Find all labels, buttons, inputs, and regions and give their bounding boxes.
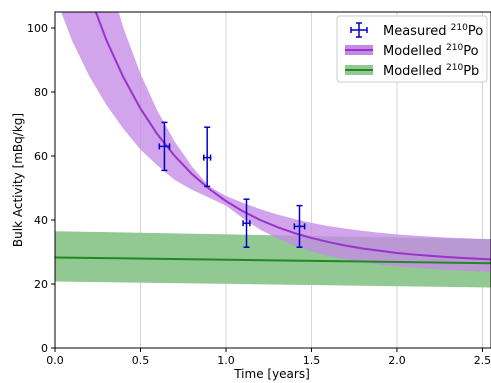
measured-point xyxy=(158,121,171,172)
legend-measured-po210-label: Measured 210Po xyxy=(383,23,483,39)
po210-model-line xyxy=(94,12,491,261)
x-tick-label: 1.0 xyxy=(217,354,235,367)
y-tick-label: 0 xyxy=(41,342,48,355)
pb210-model-line xyxy=(55,256,491,265)
y-axis-label: Bulk Activity [mBq/kg] xyxy=(11,113,25,247)
plot-frame xyxy=(54,11,491,349)
y-tick-label: 40 xyxy=(34,214,48,227)
legend-measured-marker xyxy=(350,22,368,38)
measured-point xyxy=(293,204,306,248)
measured-point xyxy=(203,126,212,188)
x-tick-label: 2.5 xyxy=(474,354,491,367)
axes: 0.0 0.5 1.0 1.5 2.0 2.5 0 20 40 60 80 100 xyxy=(27,22,491,367)
y-tick-label: 100 xyxy=(27,22,48,35)
x-tick-label: 0.5 xyxy=(132,354,150,367)
legend-box xyxy=(336,15,488,83)
y-tick-label: 80 xyxy=(34,86,48,99)
y-tick-label: 60 xyxy=(34,150,48,163)
measured-point xyxy=(242,198,251,248)
x-tick-label: 0.0 xyxy=(46,354,64,367)
y-tick-label: 20 xyxy=(34,278,48,291)
x-axis-label: Time [years] xyxy=(233,367,310,381)
x-tick-label: 1.5 xyxy=(303,354,321,367)
legend: Measured 210Po Modelled 210Po Modelled 210… xyxy=(336,15,488,83)
legend-modelled-pb210-label: Modelled 210Pb xyxy=(383,63,479,79)
x-tick-label: 2.0 xyxy=(388,354,406,367)
plot-area xyxy=(55,12,491,288)
legend-modelled-po210-label: Modelled 210Po xyxy=(383,43,479,59)
po210-uncertainty-band xyxy=(61,12,491,272)
